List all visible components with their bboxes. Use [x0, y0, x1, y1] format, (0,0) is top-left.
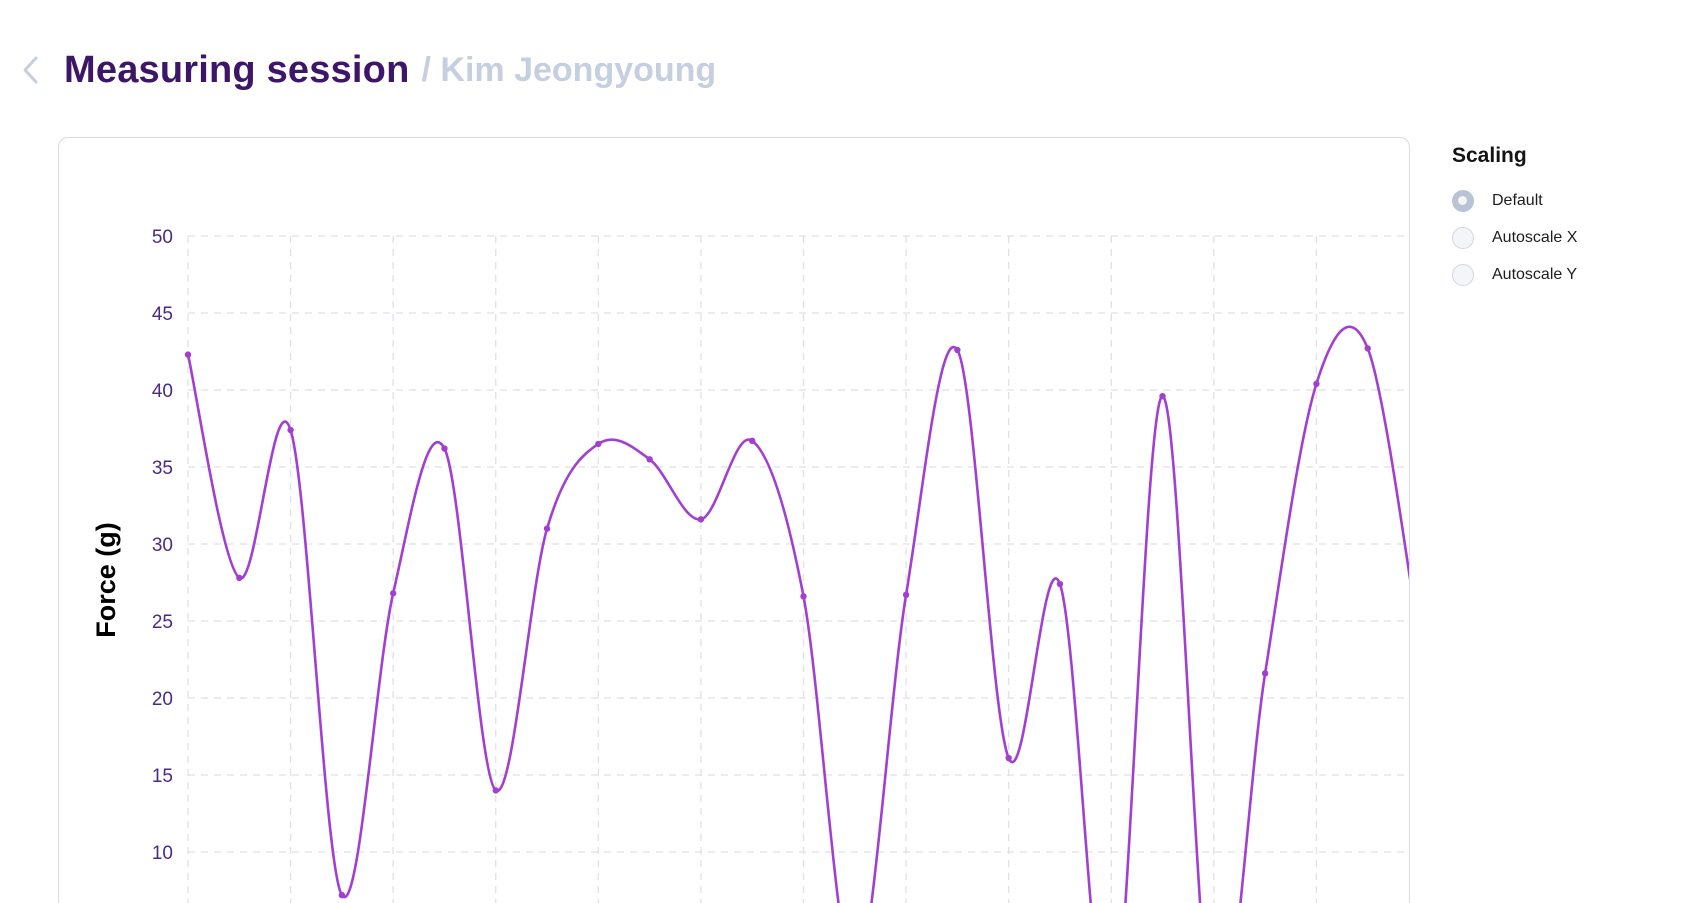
force-data-point [1056, 580, 1064, 588]
scaling-option-default[interactable]: Default [1452, 182, 1682, 219]
y-tick-label: 40 [152, 381, 173, 402]
scaling-title: Scaling [1452, 144, 1527, 167]
scaling-panel: Scaling Default Autoscale X Autoscale Y [1452, 144, 1682, 293]
page-header: Measuring session / Kim Jeongyoung [14, 40, 716, 100]
y-tick-label: 25 [152, 612, 173, 633]
radio-label-default: Default [1492, 191, 1543, 209]
y-axis-label: Force (g) [91, 522, 121, 638]
radio-autoscale-x[interactable] [1452, 226, 1474, 249]
force-chart-card: 10 15 20 25 30 35 40 45 50 Force (g) [58, 137, 1410, 903]
force-data-point [236, 574, 243, 582]
force-chart: 10 15 20 25 30 35 40 45 50 Force (g) [91, 227, 1409, 903]
force-data-point [595, 440, 602, 448]
chevron-left-icon [23, 56, 38, 84]
y-tick-label: 20 [152, 689, 173, 710]
scaling-option-autoscale-y[interactable]: Autoscale Y [1452, 256, 1682, 293]
scaling-option-autoscale-x[interactable]: Autoscale X [1452, 219, 1682, 256]
force-data-point [1364, 345, 1371, 352]
radio-default[interactable] [1452, 189, 1474, 212]
force-data-point [441, 445, 448, 452]
y-tick-label: 35 [152, 458, 173, 479]
y-tick-label: 45 [152, 304, 173, 325]
force-data-point [697, 516, 705, 523]
force-data-point [800, 593, 807, 600]
radio-autoscale-y[interactable] [1452, 263, 1474, 286]
radio-label-autoscale-x: Autoscale X [1492, 228, 1578, 246]
y-tick-label: 10 [152, 843, 173, 864]
force-data-point [1005, 754, 1012, 762]
force-data-point [389, 590, 397, 597]
force-data-point [749, 437, 756, 445]
page-title: Measuring session [64, 48, 410, 91]
force-data-point [287, 426, 294, 434]
force-data-point [338, 891, 346, 899]
force-data-point [1313, 380, 1320, 388]
force-data-point [492, 787, 499, 794]
page-subtitle: / Kim Jeongyoung [421, 50, 717, 89]
back-button[interactable] [14, 50, 48, 90]
y-tick-label: 15 [152, 766, 173, 787]
y-tick-label: 50 [152, 227, 173, 248]
force-data-point [954, 346, 961, 354]
force-series-line [186, 325, 1409, 903]
force-data-point [184, 351, 192, 358]
force-data-point [1159, 392, 1166, 400]
force-data-point [1261, 670, 1269, 677]
force-data-point [543, 525, 551, 532]
radio-label-autoscale-y: Autoscale Y [1492, 265, 1578, 283]
force-data-point [646, 456, 653, 463]
force-data-point [902, 591, 910, 599]
y-tick-label: 30 [152, 535, 173, 556]
